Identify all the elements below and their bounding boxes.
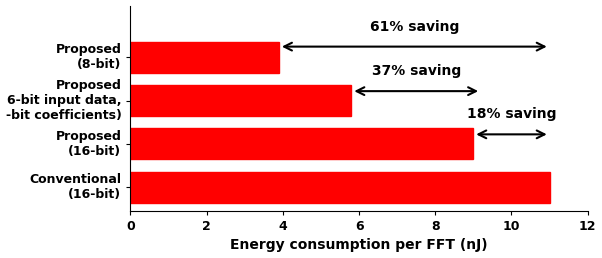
- Bar: [131, 128, 473, 159]
- Text: 37% saving: 37% saving: [371, 64, 461, 78]
- X-axis label: Energy consumption per FFT (nJ): Energy consumption per FFT (nJ): [230, 238, 488, 252]
- Text: 18% saving: 18% saving: [467, 107, 556, 122]
- Bar: [131, 172, 550, 203]
- Bar: [131, 85, 352, 116]
- Text: 61% saving: 61% saving: [370, 20, 459, 34]
- Bar: [131, 42, 279, 73]
